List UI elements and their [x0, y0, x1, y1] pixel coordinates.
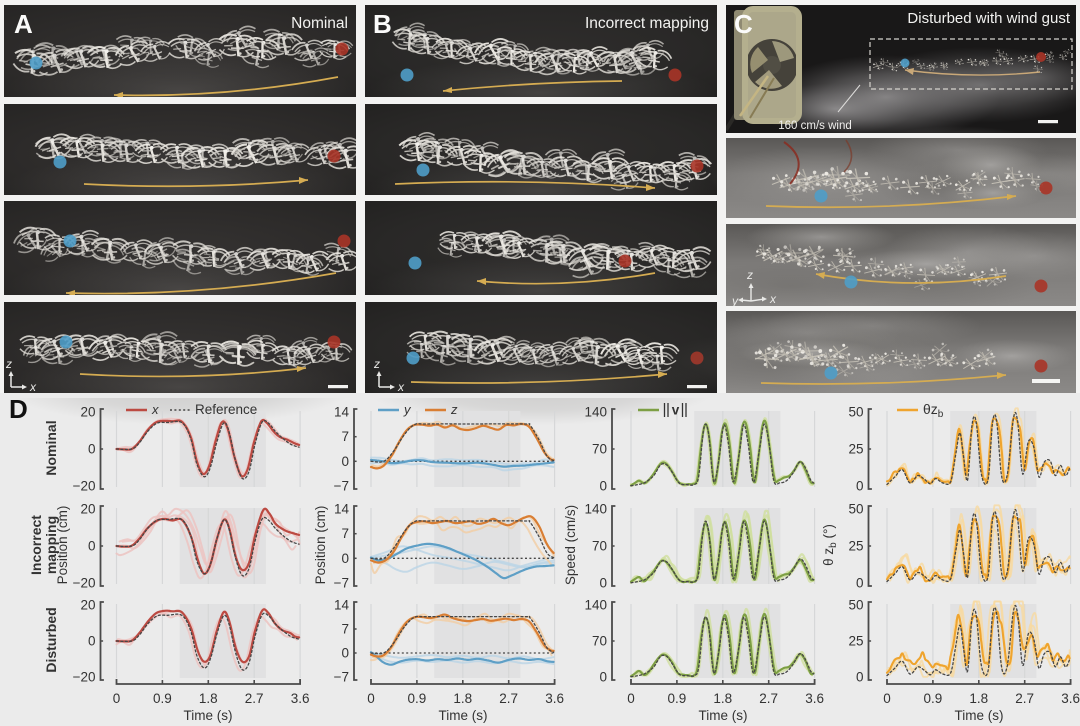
svg-text:0: 0	[599, 479, 607, 494]
svg-text:140: 140	[584, 598, 607, 613]
svg-text:mapping: mapping	[43, 516, 59, 574]
svg-text:0: 0	[856, 576, 864, 591]
svg-text:θ zb (°): θ zb (°)	[821, 524, 839, 566]
svg-text:−7: −7	[334, 576, 349, 591]
svg-text:140: 140	[584, 502, 607, 517]
svg-text:0: 0	[113, 691, 121, 706]
svg-text:14: 14	[334, 405, 350, 420]
svg-text:14: 14	[334, 598, 350, 613]
svg-text:1.8: 1.8	[453, 691, 472, 706]
svg-text:Time (s): Time (s)	[439, 708, 488, 723]
svg-text:25: 25	[848, 442, 863, 457]
svg-text:1.8: 1.8	[969, 691, 988, 706]
svg-text:20: 20	[80, 405, 95, 420]
svg-text:2.7: 2.7	[499, 691, 518, 706]
svg-text:0: 0	[883, 691, 891, 706]
svg-text:25: 25	[848, 539, 863, 554]
svg-text:3.6: 3.6	[545, 691, 564, 706]
svg-text:140: 140	[584, 405, 607, 420]
svg-text:0: 0	[341, 454, 349, 469]
svg-text:50: 50	[848, 598, 863, 613]
svg-text:−7: −7	[334, 670, 349, 685]
svg-text:7: 7	[341, 526, 349, 541]
svg-text:0.9: 0.9	[153, 691, 172, 706]
svg-text:A: A	[14, 9, 33, 39]
svg-text:0: 0	[856, 479, 864, 494]
svg-text:Speed (cm/s): Speed (cm/s)	[563, 505, 578, 585]
svg-text:1.8: 1.8	[713, 691, 732, 706]
svg-text:z: z	[373, 357, 380, 371]
svg-text:7: 7	[341, 622, 349, 637]
svg-text:0: 0	[341, 551, 349, 566]
svg-text:x: x	[397, 380, 405, 394]
svg-text:Reference: Reference	[195, 402, 257, 417]
svg-text:7: 7	[341, 429, 349, 444]
svg-text:0: 0	[599, 576, 607, 591]
svg-text:70: 70	[592, 442, 607, 457]
svg-text:z: z	[746, 268, 753, 282]
svg-text:0.9: 0.9	[668, 691, 687, 706]
svg-text:−7: −7	[334, 479, 349, 494]
svg-text:20: 20	[80, 502, 95, 517]
svg-text:−20: −20	[73, 670, 96, 685]
svg-text:0: 0	[341, 646, 349, 661]
svg-text:Time (s): Time (s)	[184, 708, 233, 723]
svg-text:0: 0	[599, 670, 607, 685]
svg-text:x: x	[151, 402, 159, 417]
svg-text:50: 50	[848, 502, 863, 517]
svg-text:z: z	[5, 357, 12, 371]
svg-text:Disturbed with wind gust: Disturbed with wind gust	[907, 10, 1070, 27]
svg-text:2.7: 2.7	[245, 691, 264, 706]
svg-text:Position (cm): Position (cm)	[313, 506, 328, 585]
svg-text:25: 25	[848, 634, 863, 649]
svg-text:0: 0	[367, 691, 375, 706]
svg-text:y: y	[731, 294, 739, 308]
svg-text:0: 0	[856, 670, 864, 685]
svg-text:Disturbed: Disturbed	[43, 607, 59, 672]
svg-text:y: y	[403, 402, 412, 417]
svg-text:2.7: 2.7	[759, 691, 778, 706]
svg-text:Nominal: Nominal	[43, 420, 59, 475]
svg-text:50: 50	[848, 405, 863, 420]
svg-text:Incorrect mapping: Incorrect mapping	[585, 15, 709, 32]
svg-text:3.6: 3.6	[1061, 691, 1080, 706]
svg-text:0: 0	[88, 442, 96, 457]
svg-text:v: v	[672, 403, 680, 418]
svg-text:Incorrect: Incorrect	[28, 515, 44, 575]
svg-text:0: 0	[88, 634, 96, 649]
svg-text:Nominal: Nominal	[291, 15, 348, 32]
svg-text:x: x	[29, 380, 37, 394]
svg-text:1.8: 1.8	[199, 691, 218, 706]
svg-text:20: 20	[80, 598, 95, 613]
svg-text:14: 14	[334, 502, 350, 517]
svg-text:70: 70	[592, 634, 607, 649]
svg-text:C: C	[734, 9, 753, 39]
svg-text:x: x	[769, 292, 777, 306]
svg-text:70: 70	[592, 539, 607, 554]
svg-text:0: 0	[88, 539, 96, 554]
svg-text:B: B	[373, 9, 392, 39]
svg-text:3.6: 3.6	[291, 691, 310, 706]
svg-text:−20: −20	[73, 576, 96, 591]
svg-text:0.9: 0.9	[924, 691, 943, 706]
svg-text:Position (cm): Position (cm)	[55, 506, 70, 585]
svg-text:0.9: 0.9	[408, 691, 427, 706]
svg-text:2.7: 2.7	[1015, 691, 1034, 706]
svg-text:160 cm/s wind: 160 cm/s wind	[778, 120, 852, 132]
svg-text:Time (s): Time (s)	[699, 708, 748, 723]
svg-text:−20: −20	[73, 479, 96, 494]
svg-text:0: 0	[627, 691, 635, 706]
svg-text:Time (s): Time (s)	[955, 708, 1004, 723]
svg-text:3.6: 3.6	[805, 691, 824, 706]
svg-text:z: z	[450, 402, 458, 417]
svg-text:D: D	[9, 394, 28, 424]
